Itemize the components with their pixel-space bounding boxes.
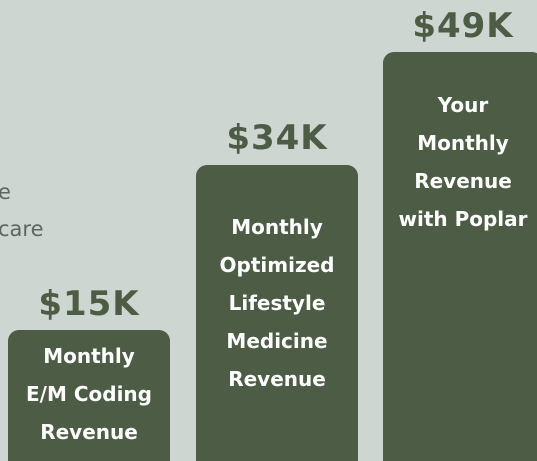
description-line: Medicine (226, 329, 328, 353)
bar: Your Monthly Revenue with Poplar (383, 52, 537, 461)
bar-description: Monthly E/M Coding Revenue (8, 337, 170, 451)
amount-label: $49K (412, 6, 514, 46)
description-line: Monthly (43, 344, 135, 368)
description-line: Monthly (231, 215, 323, 239)
description-line: Monthly (417, 131, 509, 155)
description-line: Lifestyle (228, 291, 326, 315)
description-line: Revenue (40, 420, 138, 444)
bar: Monthly Optimized Lifestyle Medicine Revenue (196, 165, 358, 461)
amount-label: $15K (38, 284, 140, 324)
description-line: Revenue (414, 169, 512, 193)
description-line: Revenue (228, 367, 326, 391)
bar: Monthly E/M Coding Revenue (8, 330, 170, 461)
side-text: care (0, 217, 44, 241)
side-text: e (0, 180, 11, 204)
bar-description: Your Monthly Revenue with Poplar (383, 86, 537, 238)
description-line: with Poplar (398, 207, 528, 231)
bar-description: Monthly Optimized Lifestyle Medicine Revenue (196, 208, 358, 398)
description-line: E/M Coding (26, 382, 152, 406)
description-line: Optimized (219, 253, 335, 277)
description-line: Your (437, 93, 489, 117)
amount-label: $34K (226, 118, 328, 158)
